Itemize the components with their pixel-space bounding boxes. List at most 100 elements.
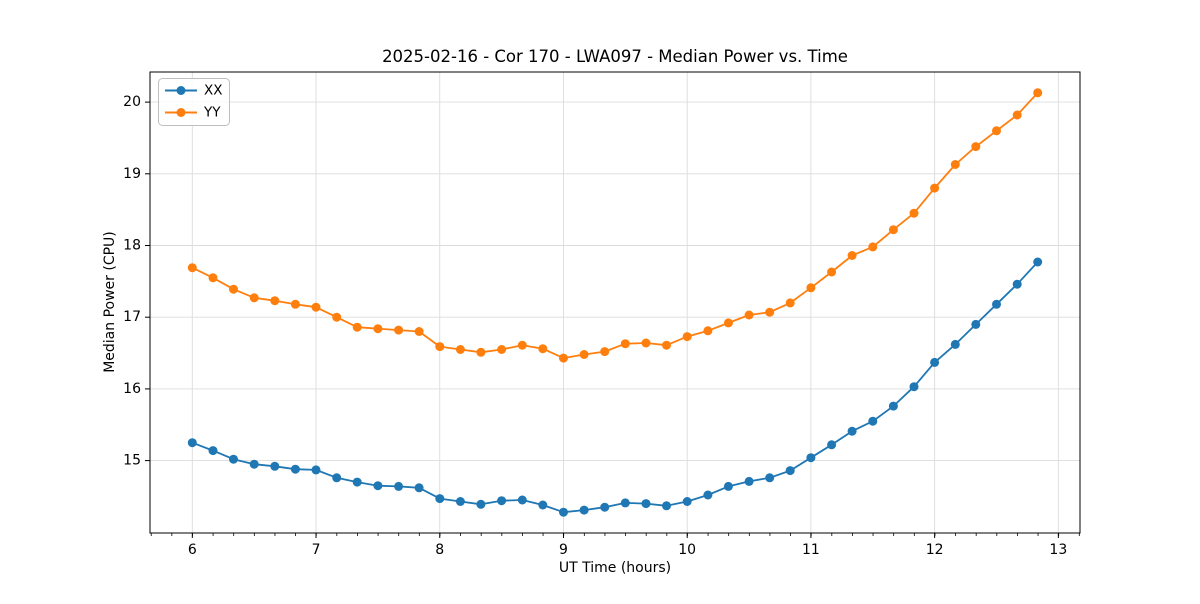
data-point xyxy=(930,357,940,367)
data-point xyxy=(827,440,837,450)
series-yy xyxy=(187,88,1043,363)
x-tick-label: 13 xyxy=(1049,542,1067,558)
y-tick-label: 20 xyxy=(123,94,141,110)
data-point xyxy=(187,263,197,273)
data-point xyxy=(847,426,857,436)
legend-label-xx: XX xyxy=(204,83,223,99)
data-point xyxy=(1012,279,1022,289)
data-point xyxy=(373,324,383,334)
series-line-yy xyxy=(191,92,1039,359)
data-point xyxy=(703,490,713,500)
data-point xyxy=(290,299,300,309)
data-point xyxy=(1033,88,1043,98)
data-point xyxy=(620,498,630,508)
x-tick-label: 10 xyxy=(678,542,696,558)
data-point xyxy=(662,340,671,350)
data-point xyxy=(270,296,280,306)
data-point xyxy=(1033,257,1043,267)
series-group xyxy=(187,88,1043,517)
data-point xyxy=(559,507,568,517)
legend-marker-yy xyxy=(176,108,186,117)
data-point xyxy=(497,345,507,354)
data-point xyxy=(249,293,259,303)
plot-border xyxy=(149,71,1081,534)
data-point xyxy=(455,345,465,354)
data-point xyxy=(414,327,424,336)
data-point xyxy=(600,347,610,357)
legend: XX YY xyxy=(158,78,230,126)
data-point xyxy=(249,459,259,469)
data-point xyxy=(930,183,940,193)
data-point xyxy=(888,225,898,235)
legend-marker-xx xyxy=(176,86,186,95)
data-point xyxy=(682,497,692,506)
data-point xyxy=(806,283,816,293)
data-point xyxy=(290,464,300,474)
data-point xyxy=(806,453,816,463)
data-point xyxy=(229,454,238,464)
x-tick-label: 9 xyxy=(559,542,568,558)
data-point xyxy=(455,497,465,506)
data-point xyxy=(744,476,754,486)
data-point xyxy=(476,347,486,357)
data-point xyxy=(827,267,837,277)
x-tick-label: 11 xyxy=(802,542,820,558)
data-point xyxy=(579,350,589,359)
data-point xyxy=(888,401,898,411)
data-point xyxy=(187,438,197,448)
data-point xyxy=(538,500,548,510)
data-point xyxy=(476,499,486,509)
legend-label-yy: YY xyxy=(203,105,221,121)
data-point xyxy=(620,339,630,349)
data-point xyxy=(950,339,960,349)
data-point xyxy=(311,302,321,312)
data-point xyxy=(1012,110,1022,120)
y-axis-label: Median Power (CPU) xyxy=(102,231,118,373)
data-point xyxy=(723,318,733,328)
y-tick-label: 15 xyxy=(123,453,141,469)
data-point xyxy=(517,340,527,350)
y-tick-label: 19 xyxy=(123,166,141,182)
data-point xyxy=(229,284,238,294)
y-tick-label: 16 xyxy=(123,381,141,397)
x-tick-label: 12 xyxy=(926,542,944,558)
data-point xyxy=(311,465,321,475)
data-point xyxy=(641,338,651,348)
data-point xyxy=(744,310,754,320)
x-tick-label: 7 xyxy=(312,542,321,558)
x-axis-label: UT Time (hours) xyxy=(559,560,671,576)
data-point xyxy=(909,208,919,218)
axis-ticks: 6 7 8 9 10 11 12 13 15 16 17 18 19 20 xyxy=(123,94,1080,558)
data-point xyxy=(600,502,610,512)
data-point xyxy=(641,499,651,509)
data-point xyxy=(435,342,445,352)
data-point xyxy=(868,416,878,426)
data-point xyxy=(332,473,342,483)
data-point xyxy=(517,495,527,505)
data-point xyxy=(992,299,1001,309)
legend-item-yy: YY xyxy=(165,105,221,121)
data-point xyxy=(414,483,424,493)
data-point xyxy=(950,160,960,169)
x-tick-label: 6 xyxy=(188,542,197,558)
data-point xyxy=(352,477,362,487)
data-point xyxy=(332,312,342,322)
data-point xyxy=(394,325,404,335)
data-point xyxy=(785,466,795,476)
data-point xyxy=(682,332,692,342)
y-tick-label: 18 xyxy=(123,238,141,254)
data-point xyxy=(785,298,795,308)
data-point xyxy=(662,501,671,511)
y-tick-label: 17 xyxy=(123,309,141,325)
data-point xyxy=(352,322,362,332)
data-point xyxy=(394,481,404,491)
x-tick-label: 8 xyxy=(435,542,444,558)
data-point xyxy=(909,382,919,392)
data-point xyxy=(208,273,218,283)
data-point xyxy=(559,353,568,363)
data-point xyxy=(270,461,280,471)
data-point xyxy=(373,481,383,491)
data-point xyxy=(703,326,713,336)
